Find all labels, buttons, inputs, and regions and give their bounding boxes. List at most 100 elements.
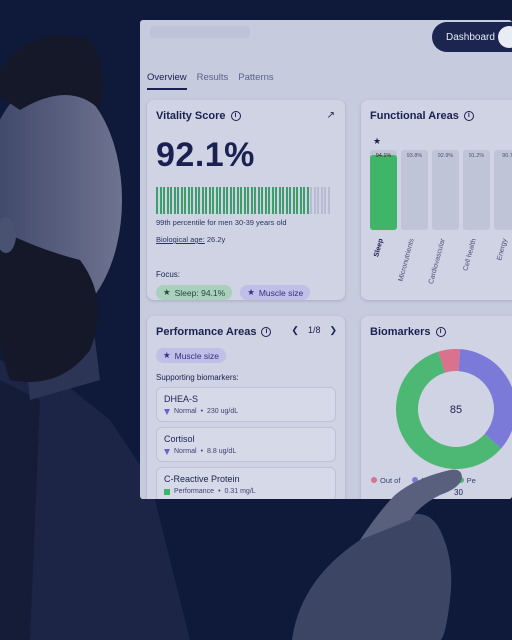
separator-dot: • xyxy=(200,408,204,415)
tab-results[interactable]: Results xyxy=(196,72,229,83)
vitality-bar-tick xyxy=(222,187,225,214)
percentile-text: 99th percentile for men 30-39 years old xyxy=(156,218,287,227)
functional-area-bar xyxy=(370,150,397,230)
vitality-bar-tick xyxy=(191,187,193,214)
functional-area-bar xyxy=(494,150,512,230)
vitality-bar-tick xyxy=(219,187,221,214)
biomarker-name: Cortisol xyxy=(164,434,195,444)
vitality-bar-tick xyxy=(275,187,277,214)
donut-slice[interactable] xyxy=(396,351,502,469)
vitality-bar-tick xyxy=(212,187,214,214)
vitality-bar-tick xyxy=(313,187,316,214)
vitality-bar-tick xyxy=(261,187,263,214)
star-icon: ★ xyxy=(373,136,382,146)
vitality-card: Vitality Score i ↗ 92.1% 99th percentile… xyxy=(147,100,345,300)
focus-label: Focus: xyxy=(156,270,181,279)
functional-area-column[interactable]: 91.2% Cell health xyxy=(462,146,490,306)
biomarker-status: Normal xyxy=(174,448,197,455)
normal-count: 30 xyxy=(454,488,463,497)
functional-bars: 94.1% Sleep 93.8% Micronutrients 92.9% Cardio… xyxy=(370,146,512,306)
trend-chart-icon[interactable]: ↗ xyxy=(326,110,335,121)
performance-areas-card: Performance Areas i ❮ 1/8 ❯ ★ Muscle siz… xyxy=(147,316,345,499)
biomarker-item[interactable]: Cortisol Normal • 8.8 ug/dL xyxy=(156,427,336,462)
down-triangle-icon xyxy=(164,408,170,415)
vitality-bar-tick xyxy=(194,187,197,214)
vitality-bar-tick xyxy=(324,187,326,214)
vitality-bar-tick xyxy=(177,187,179,214)
biomarker-item[interactable]: DHEA-S Normal • 230 ug/dL xyxy=(156,387,336,422)
donut-slice[interactable] xyxy=(438,349,461,373)
performance-chip[interactable]: ★ Muscle size xyxy=(156,348,227,363)
functional-title: Functional Areas i xyxy=(370,110,512,122)
blurred-header xyxy=(150,26,250,38)
donut-slice[interactable] xyxy=(458,349,512,449)
vitality-bar-tick xyxy=(299,187,302,214)
functional-area-fill xyxy=(370,154,397,230)
functional-title-text: Functional Areas xyxy=(370,110,459,122)
legend-performance: Pe xyxy=(457,476,476,485)
vitality-bar-tick xyxy=(250,187,253,214)
dashboard-screen: Dashboard Overview Results Patterns Vita… xyxy=(140,20,512,499)
vitality-bar-tick xyxy=(184,187,186,214)
vitality-bar-tick xyxy=(327,187,330,214)
info-icon[interactable]: i xyxy=(261,327,272,337)
biomarkers-title: Biomarkers i xyxy=(370,326,512,338)
info-icon[interactable]: i xyxy=(463,111,474,121)
pager-text: 1/8 xyxy=(307,325,321,335)
tab-overview[interactable]: Overview xyxy=(147,72,187,90)
bio-age-label[interactable]: Biological age: xyxy=(156,235,205,244)
legend-label: Pe xyxy=(466,476,476,485)
vitality-bar-tick xyxy=(285,187,288,214)
toggle-knob[interactable] xyxy=(498,26,512,48)
vitality-bar-tick xyxy=(296,187,298,214)
star-icon: ★ xyxy=(163,287,171,297)
vitality-bar-tick xyxy=(278,187,281,214)
tab-bar: Overview Results Patterns xyxy=(147,72,274,90)
focus-chip-sleep[interactable]: ★ Sleep: 94.1% xyxy=(156,285,233,300)
info-icon[interactable]: i xyxy=(230,111,241,121)
biomarkers-title-text: Biomarkers xyxy=(370,326,431,338)
focus-chips: ★ Sleep: 94.1% ★ Muscle size xyxy=(156,285,336,300)
functional-area-column[interactable]: 94.1% Sleep xyxy=(370,146,397,306)
vitality-title: Vitality Score i xyxy=(156,110,336,122)
info-icon[interactable]: i xyxy=(435,327,446,337)
functional-area-value: 93.8% xyxy=(406,153,423,159)
vitality-bar-tick xyxy=(205,187,207,214)
biomarker-status: Performance xyxy=(174,488,215,495)
chevron-right-icon[interactable]: ❯ xyxy=(329,325,337,335)
legend-label: Out of xyxy=(380,476,401,485)
vitality-bar-tick xyxy=(264,187,267,214)
functional-area-column[interactable]: 93.8% Micronutrients xyxy=(398,146,428,306)
vitality-bar-tick xyxy=(317,187,319,214)
vitality-bar-tick xyxy=(233,187,235,214)
vitality-bar-tick xyxy=(229,187,232,214)
functional-area-column[interactable]: 92.9% Cardiovascular xyxy=(428,146,459,306)
dashboard-toggle-label: Dashboard xyxy=(446,31,495,43)
biomarker-value: 8.8 ug/dL xyxy=(207,448,237,455)
down-triangle-icon xyxy=(164,448,170,455)
vitality-title-text: Vitality Score xyxy=(156,110,226,122)
tab-patterns[interactable]: Patterns xyxy=(238,72,274,83)
functional-area-label: Sleep xyxy=(373,238,385,258)
biomarker-name: C-Reactive Protein xyxy=(164,474,240,484)
biomarker-item[interactable]: C-Reactive Protein Performance • 0.31 mg… xyxy=(156,467,336,499)
biomarker-value: 230 ug/dL xyxy=(207,408,239,415)
supporting-label: Supporting biomarkers: xyxy=(156,373,239,382)
dashboard-toggle[interactable]: Dashboard xyxy=(432,22,512,52)
vitality-bar-tick xyxy=(198,187,200,214)
chip-label: Sleep: 94.1% xyxy=(174,287,226,298)
focus-chip-muscle[interactable]: ★ Muscle size xyxy=(240,285,311,300)
separator-dot: • xyxy=(200,448,204,455)
vitality-bar-tick xyxy=(268,187,270,214)
donut-total: 85 xyxy=(450,404,462,416)
chevron-left-icon[interactable]: ❮ xyxy=(291,325,299,335)
biomarker-sub: Normal • 230 ug/dL xyxy=(164,408,328,415)
vitality-bar-tick xyxy=(166,187,169,214)
functional-area-column[interactable]: 90.7 Energy xyxy=(494,146,512,306)
performance-title: Performance Areas i xyxy=(156,326,336,338)
chip-label: Muscle size xyxy=(174,350,220,361)
vitality-bar-tick xyxy=(292,187,295,214)
legend-label: Normal xyxy=(421,476,446,485)
biomarker-donut: 85 xyxy=(396,349,512,469)
